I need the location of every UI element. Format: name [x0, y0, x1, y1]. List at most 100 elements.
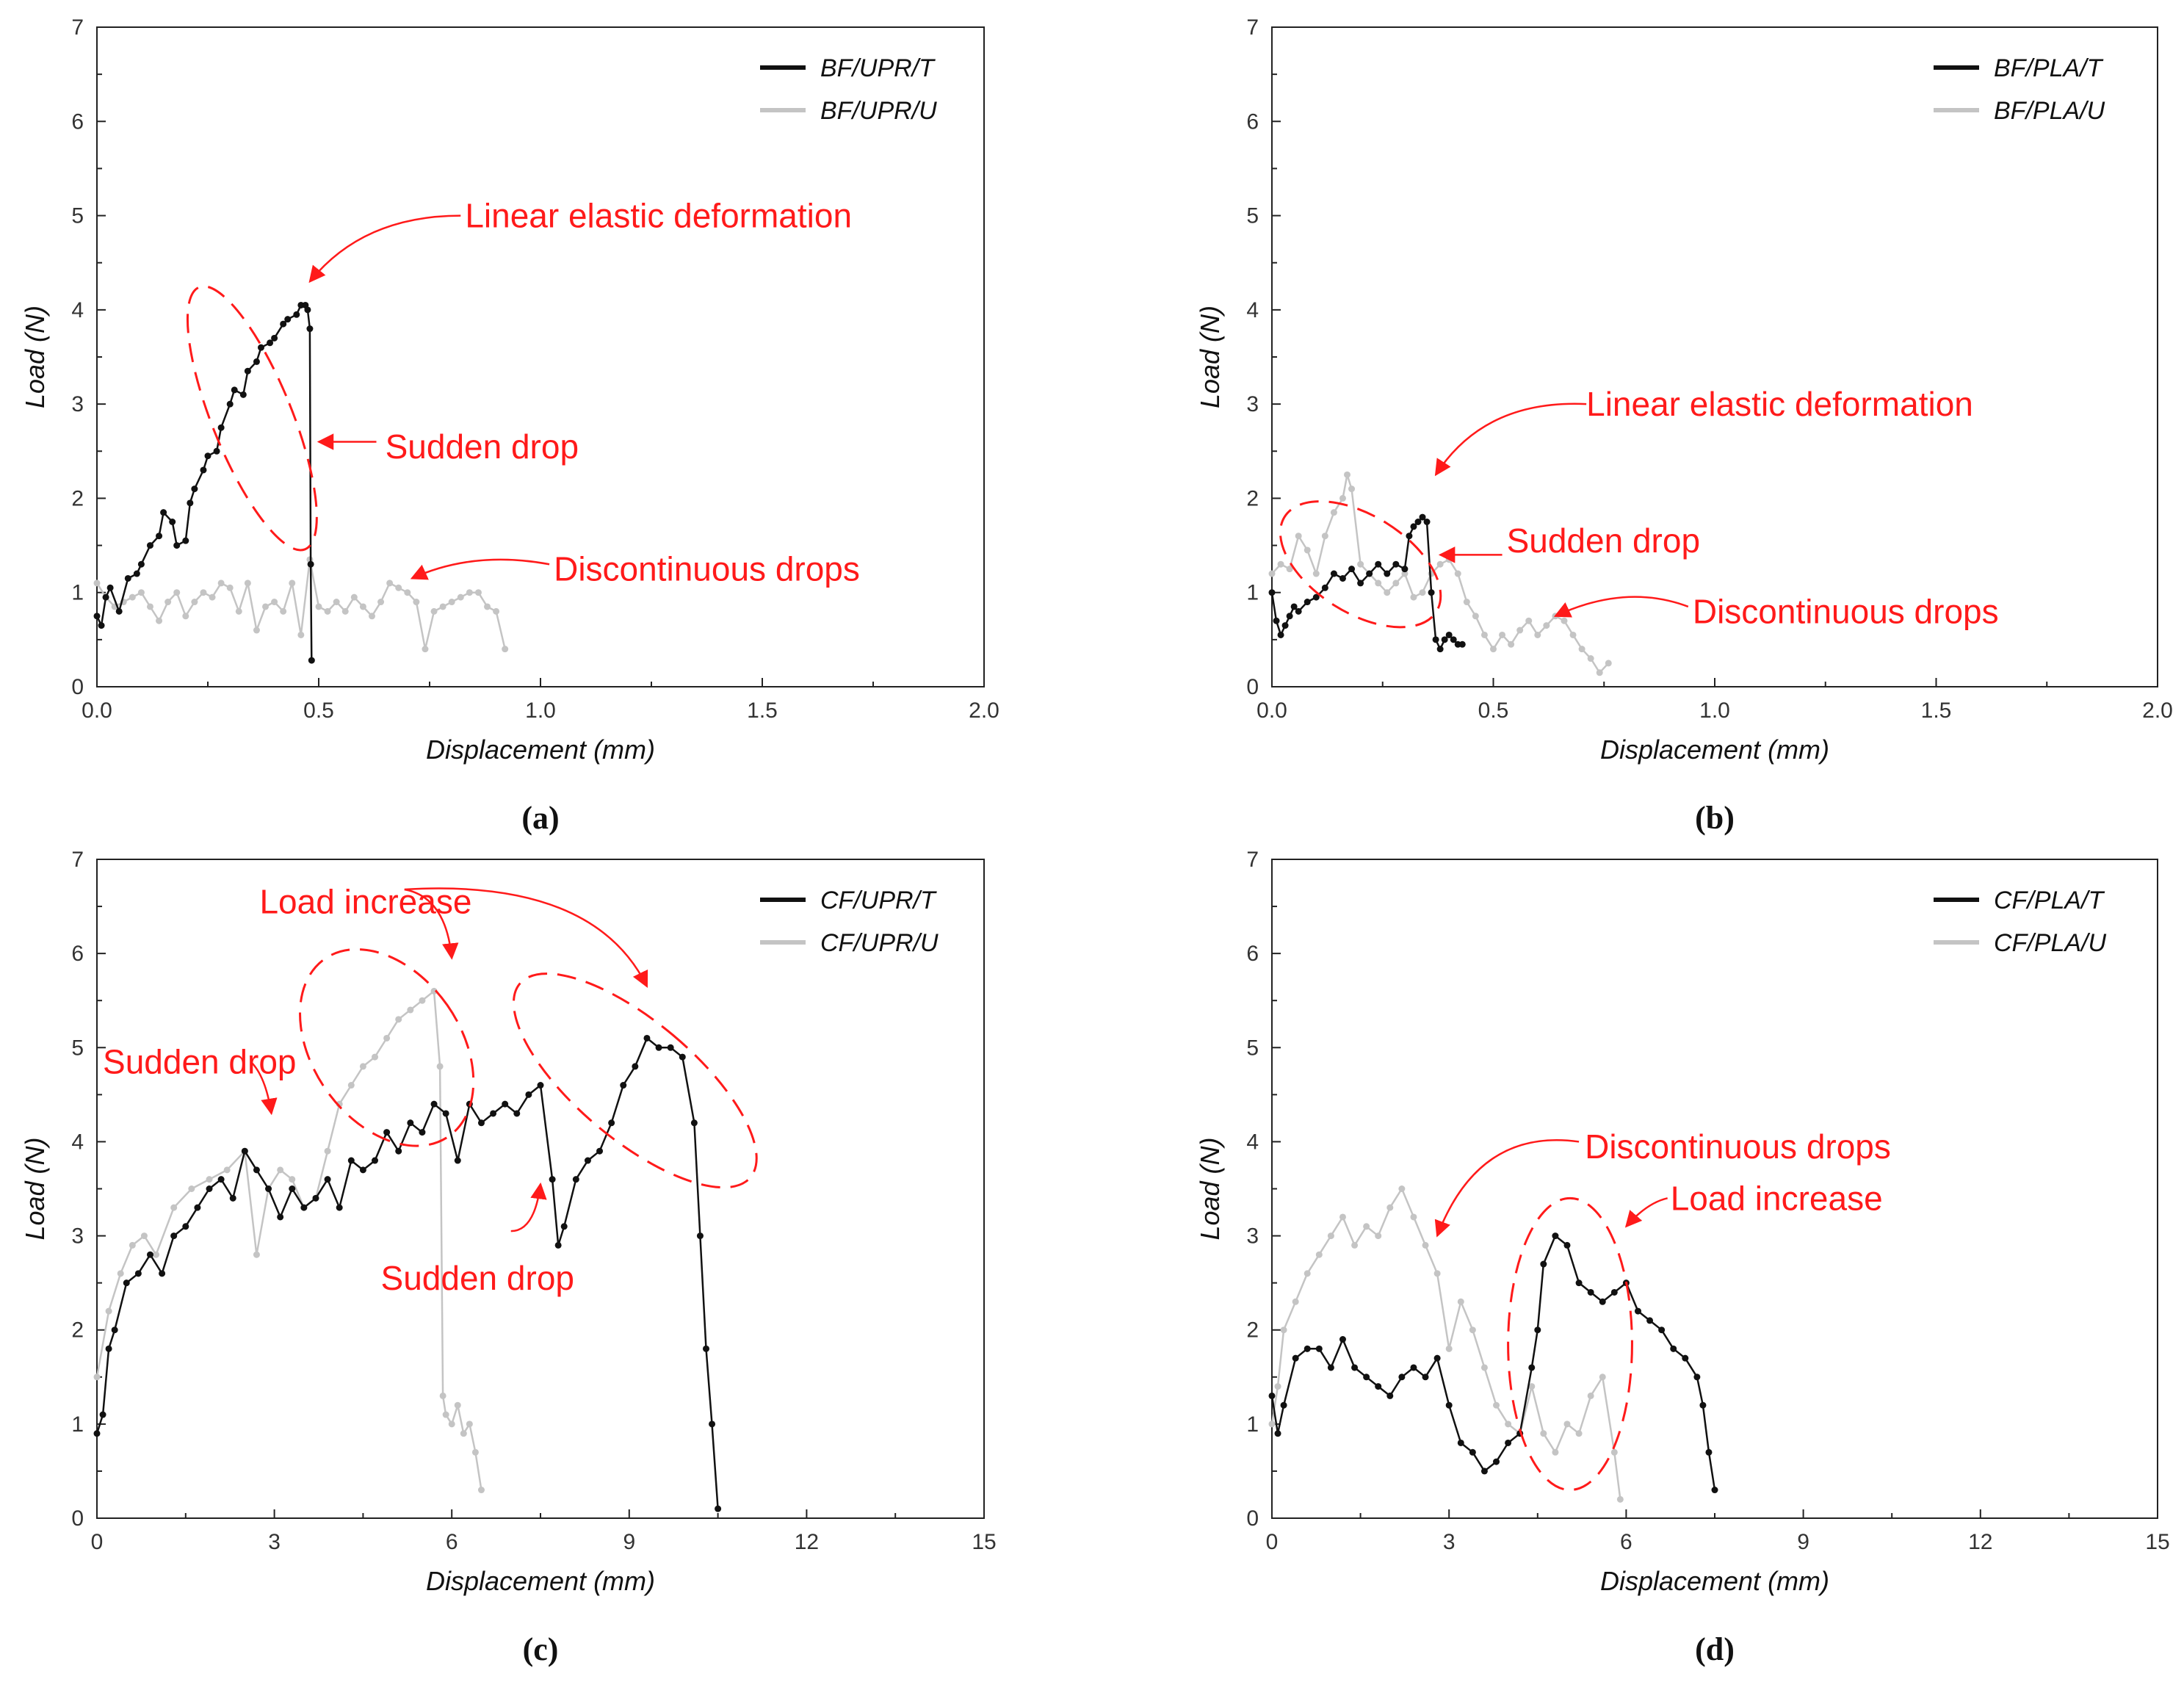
data-point	[1469, 1326, 1476, 1334]
x-tick-label: 2.0	[969, 699, 999, 723]
legend-label: CF/UPR/U	[820, 929, 939, 957]
data-point	[1463, 599, 1470, 606]
x-axis-title: Displacement (mm)	[426, 734, 655, 765]
highlight-ellipse	[1507, 1196, 1633, 1492]
x-tick-label: 12	[1968, 1530, 1992, 1554]
data-point	[111, 1326, 118, 1334]
data-point	[160, 509, 167, 516]
data-point	[191, 599, 198, 606]
data-point	[93, 1373, 101, 1381]
x-tick-label: 1.0	[525, 699, 556, 723]
data-point	[690, 1119, 698, 1127]
data-point	[679, 1053, 686, 1061]
legend-label: BF/UPR/U	[820, 97, 937, 125]
data-point	[1616, 1495, 1624, 1503]
data-point	[350, 593, 358, 601]
x-tick-label: 15	[2145, 1530, 2169, 1554]
annotation-text: Sudden drop	[381, 1259, 574, 1297]
data-point	[1605, 660, 1612, 667]
y-tick-label: 4	[71, 298, 84, 322]
data-point	[137, 560, 145, 568]
data-point	[1528, 1383, 1536, 1390]
data-point	[608, 1119, 615, 1127]
data-point	[102, 593, 109, 601]
data-point	[1410, 1364, 1417, 1371]
data-point	[596, 1147, 604, 1155]
data-point	[442, 1411, 449, 1418]
data-point	[1693, 1373, 1701, 1381]
data-point	[1398, 1373, 1406, 1381]
data-point	[206, 1185, 213, 1192]
data-point	[643, 1034, 651, 1042]
x-tick-label: 9	[1797, 1530, 1809, 1554]
data-point	[1658, 1326, 1666, 1334]
data-point	[146, 542, 153, 549]
x-tick-label: 0.5	[1478, 699, 1509, 723]
data-point	[1292, 1354, 1299, 1362]
y-tick-label: 7	[1246, 848, 1259, 872]
data-point	[262, 603, 270, 610]
data-point	[105, 1307, 112, 1315]
data-point	[1348, 485, 1356, 493]
data-point	[226, 584, 234, 591]
data-point	[105, 1345, 112, 1352]
data-point	[1493, 1458, 1500, 1465]
annotation-text: Sudden drop	[103, 1043, 296, 1081]
data-point	[372, 1053, 379, 1061]
data-point	[1552, 1232, 1559, 1240]
highlight-ellipse	[512, 972, 758, 1189]
data-point	[134, 1270, 142, 1277]
data-point	[300, 1204, 308, 1211]
data-point	[1480, 1364, 1488, 1371]
data-point	[1563, 1241, 1571, 1249]
x-tick-label: 1.5	[1921, 699, 1952, 723]
data-point	[457, 593, 464, 601]
data-point	[271, 334, 278, 342]
data-point	[1290, 603, 1298, 610]
data-point	[226, 400, 234, 408]
data-point	[430, 607, 438, 615]
data-point	[372, 1157, 379, 1164]
data-point	[430, 1100, 438, 1108]
data-point	[315, 603, 322, 610]
data-point	[502, 646, 509, 653]
y-tick-label: 1	[1246, 1412, 1259, 1437]
data-point	[1646, 1317, 1654, 1324]
data-point	[289, 1185, 296, 1192]
y-tick-label: 1	[71, 1412, 84, 1437]
data-point	[173, 542, 181, 549]
annotation-text: Linear elastic deformation	[465, 197, 852, 235]
annotation-text: Load increase	[1671, 1179, 1883, 1217]
series-cf-pla-u	[1268, 1185, 1624, 1503]
data-point	[1351, 1241, 1359, 1249]
x-tick-label: 0.5	[303, 699, 334, 723]
data-point	[1528, 1364, 1536, 1371]
data-point	[1312, 570, 1320, 577]
data-point	[1445, 1401, 1453, 1409]
y-tick-label: 3	[71, 392, 84, 416]
y-tick-label: 3	[71, 1224, 84, 1249]
data-point	[1543, 622, 1550, 629]
x-tick-label: 6	[1620, 1530, 1632, 1554]
y-tick-label: 7	[71, 15, 84, 40]
legend: CF/UPR/T CF/UPR/U	[760, 887, 939, 957]
data-point	[502, 1100, 509, 1108]
annotation-text: Sudden drop	[386, 427, 579, 466]
data-point	[146, 603, 153, 610]
data-point	[1599, 1373, 1606, 1381]
annotation-text: Load increase	[259, 883, 471, 921]
data-point	[336, 1204, 343, 1211]
data-point	[395, 1147, 402, 1155]
data-point	[1634, 1307, 1641, 1315]
panel-label: (d)	[1695, 1631, 1735, 1667]
x-tick-label: 3	[268, 1530, 281, 1554]
data-point	[1436, 646, 1444, 653]
data-point	[620, 1082, 627, 1089]
data-point	[1445, 631, 1453, 638]
data-point	[1516, 627, 1524, 634]
data-point	[1363, 1223, 1370, 1230]
annotation-arrow	[1553, 596, 1689, 618]
data-point	[1599, 1298, 1606, 1305]
data-point	[1472, 613, 1479, 620]
